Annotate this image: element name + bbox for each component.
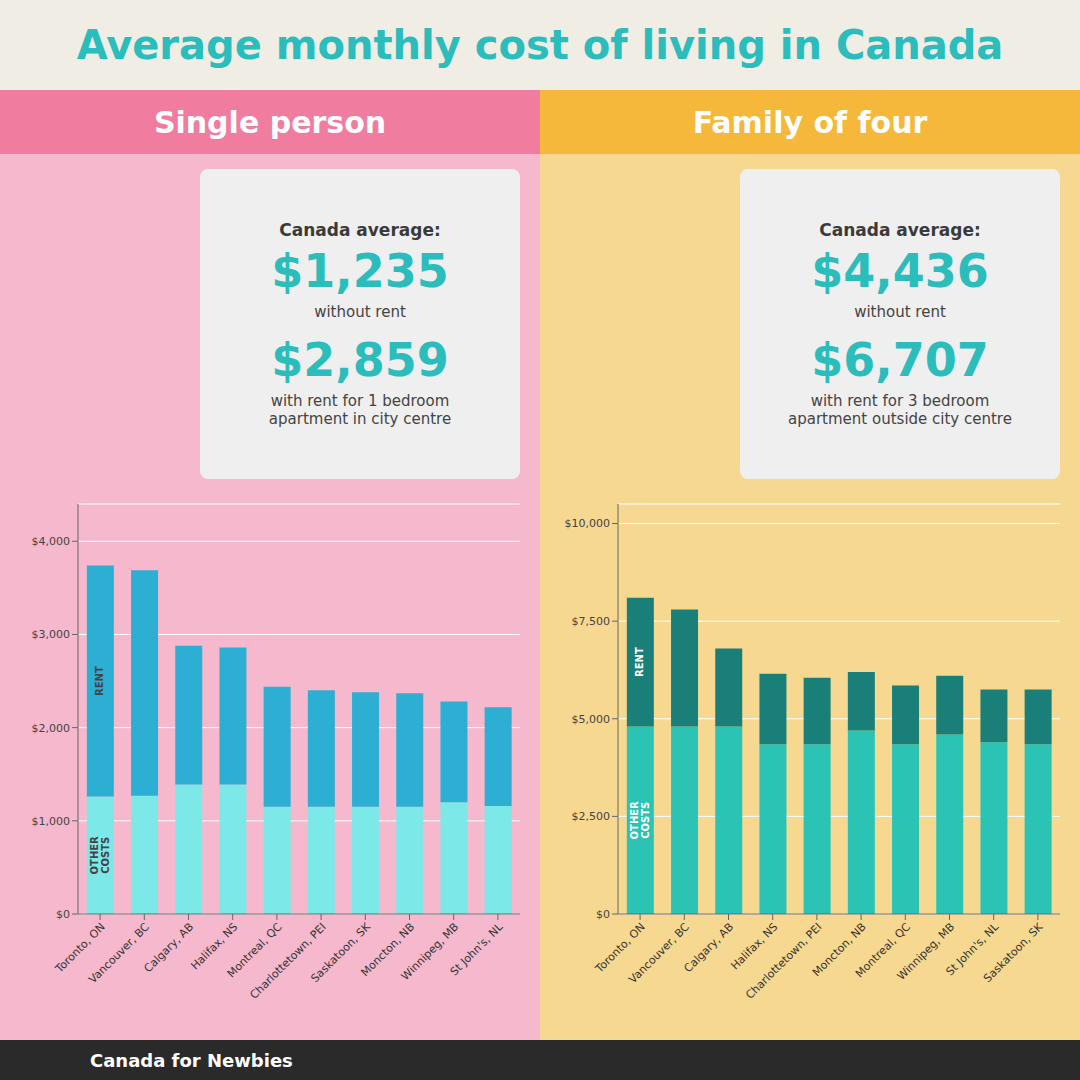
svg-text:Calgary, AB: Calgary, AB bbox=[681, 920, 736, 975]
svg-text:$10,000: $10,000 bbox=[565, 517, 611, 530]
html-text:$1,235: $1,235 bbox=[271, 244, 449, 298]
svg-text:$0: $0 bbox=[56, 908, 70, 921]
html-text:apartment outside city centre: apartment outside city centre bbox=[788, 410, 1012, 429]
html-text:Canada average:: Canada average: bbox=[279, 219, 441, 240]
svg-text:Moncton, NB: Moncton, NB bbox=[810, 920, 869, 980]
html-text:Average monthly cost of living: Average monthly cost of living in Canada bbox=[76, 22, 1004, 68]
svg-text:OTHERCOSTS: OTHERCOSTS bbox=[89, 836, 111, 875]
html-text:with rent for 1 bedroom: with rent for 1 bedroom bbox=[270, 392, 450, 411]
svg-text:St John's, NL: St John's, NL bbox=[943, 920, 1002, 979]
html-text:Canada average:: Canada average: bbox=[819, 219, 981, 240]
svg-text:Halifax, NS: Halifax, NS bbox=[728, 920, 781, 973]
html-text:Single person: Single person bbox=[153, 104, 387, 140]
html-text:$4,436: $4,436 bbox=[811, 244, 989, 298]
html-text:$6,707: $6,707 bbox=[811, 333, 989, 388]
svg-text:Halifax, NS: Halifax, NS bbox=[188, 920, 241, 973]
html-text:Canada for Newbies: Canada for Newbies bbox=[90, 1049, 293, 1071]
svg-text:Saskatoon, SK: Saskatoon, SK bbox=[981, 920, 1046, 985]
html-text:without rent: without rent bbox=[314, 303, 406, 322]
svg-text:Winnipeg, MB: Winnipeg, MB bbox=[894, 920, 958, 983]
svg-text:Toronto, ON: Toronto, ON bbox=[592, 920, 648, 976]
svg-text:Charlottetown, PEI: Charlottetown, PEI bbox=[743, 920, 824, 1001]
svg-text:Vancouver, BC: Vancouver, BC bbox=[86, 920, 152, 986]
svg-text:$7,500: $7,500 bbox=[572, 615, 611, 628]
svg-text:Calgary, AB: Calgary, AB bbox=[141, 920, 196, 975]
svg-text:$4,000: $4,000 bbox=[32, 535, 71, 548]
svg-text:$1,000: $1,000 bbox=[32, 815, 71, 828]
svg-text:Moncton, NB: Moncton, NB bbox=[358, 920, 418, 980]
svg-text:OTHERCOSTS: OTHERCOSTS bbox=[629, 801, 651, 840]
svg-text:Vancouver, BC: Vancouver, BC bbox=[626, 920, 692, 986]
svg-text:Toronto, ON: Toronto, ON bbox=[52, 920, 108, 976]
html-text:Family of four: Family of four bbox=[692, 104, 928, 140]
html-text:$2,859: $2,859 bbox=[271, 333, 449, 388]
svg-text:$2,000: $2,000 bbox=[32, 722, 71, 735]
html-text:apartment in city centre: apartment in city centre bbox=[268, 410, 452, 429]
svg-text:Saskatoon, SK: Saskatoon, SK bbox=[308, 920, 373, 985]
svg-text:$2,500: $2,500 bbox=[572, 810, 611, 823]
html-text:without rent: without rent bbox=[854, 303, 946, 322]
svg-text:RENT: RENT bbox=[94, 666, 105, 696]
svg-text:$3,000: $3,000 bbox=[32, 628, 71, 641]
svg-text:Montreal, QC: Montreal, QC bbox=[224, 920, 285, 981]
svg-text:$5,000: $5,000 bbox=[572, 713, 611, 726]
svg-text:RENT: RENT bbox=[634, 647, 645, 677]
svg-text:St John's, NL: St John's, NL bbox=[448, 920, 506, 978]
svg-text:$0: $0 bbox=[596, 908, 610, 921]
html-text:with rent for 3 bedroom: with rent for 3 bedroom bbox=[810, 392, 990, 411]
svg-text:Montreal, QC: Montreal, QC bbox=[853, 920, 913, 981]
svg-text:Charlottetown, PEI: Charlottetown, PEI bbox=[247, 920, 328, 1001]
svg-text:Winnipeg, MB: Winnipeg, MB bbox=[398, 920, 462, 983]
